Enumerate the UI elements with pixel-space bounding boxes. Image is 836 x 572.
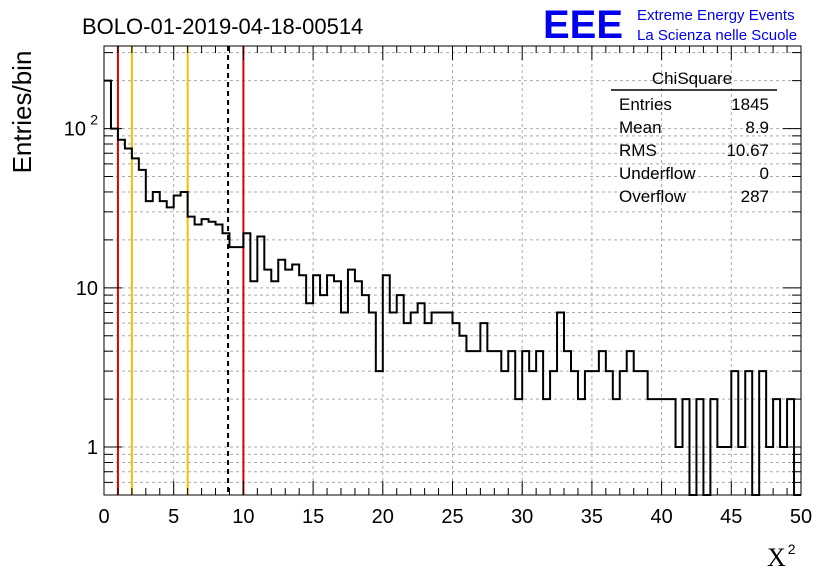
stats-box: ChiSquare Entries 1845 Mean 8.9 RMS 10.67 Unde… <box>611 69 777 206</box>
stats-row-value: 287 <box>741 187 769 206</box>
stats-row-label: Entries <box>619 95 672 114</box>
x-tick-label: 50 <box>790 506 812 528</box>
x-tick-label: 5 <box>168 506 179 528</box>
stats-row-value: 1845 <box>731 95 769 114</box>
x-tick-label: 25 <box>441 506 463 528</box>
chart-title: BOLO-01-2019-04-18-00514 <box>82 14 363 39</box>
y-tick-label-exponent: 2 <box>90 112 98 128</box>
x-axis-label-symbol: X <box>767 543 786 572</box>
logo-line-1: Extreme Energy Events <box>637 7 795 24</box>
stats-row-label: Overflow <box>619 187 687 206</box>
x-axis-label-exponent: 2 <box>788 541 796 557</box>
stats-row-value: 10.67 <box>726 141 769 160</box>
y-tick-label: 1 <box>87 437 98 459</box>
grid-layer <box>104 46 801 496</box>
x-tick-label: 20 <box>372 506 394 528</box>
y-tick-label: 10 <box>76 278 98 300</box>
stats-rows: Entries 1845 Mean 8.9 RMS 10.67 Underflow 0 Over… <box>619 95 769 206</box>
x-tick-label: 35 <box>581 506 603 528</box>
histogram-series <box>104 79 801 496</box>
stats-row-label: RMS <box>619 141 657 160</box>
stats-row-value: 8.9 <box>745 118 769 137</box>
stats-title: ChiSquare <box>652 69 732 88</box>
stats-row-label: Mean <box>619 118 662 137</box>
y-axis-label: Entries/bin <box>7 51 37 174</box>
vertical-lines <box>116 46 245 495</box>
stats-row-value: 0 <box>760 164 769 183</box>
logo-line-2: La Scienza nelle Scuole <box>637 27 797 44</box>
x-tick-label: 40 <box>650 506 672 528</box>
x-tick-label: 0 <box>98 506 109 528</box>
eee-logo: EEE Extreme Energy Events La Scienza nel… <box>543 3 797 47</box>
x-tick-label: 15 <box>302 506 324 528</box>
logo-letters: EEE <box>543 3 623 47</box>
y-tick-label: 10 <box>64 119 86 141</box>
x-tick-label: 30 <box>511 506 533 528</box>
x-tick-label: 45 <box>720 506 742 528</box>
x-tick-label: 10 <box>232 506 254 528</box>
stats-row-label: Underflow <box>619 164 696 183</box>
